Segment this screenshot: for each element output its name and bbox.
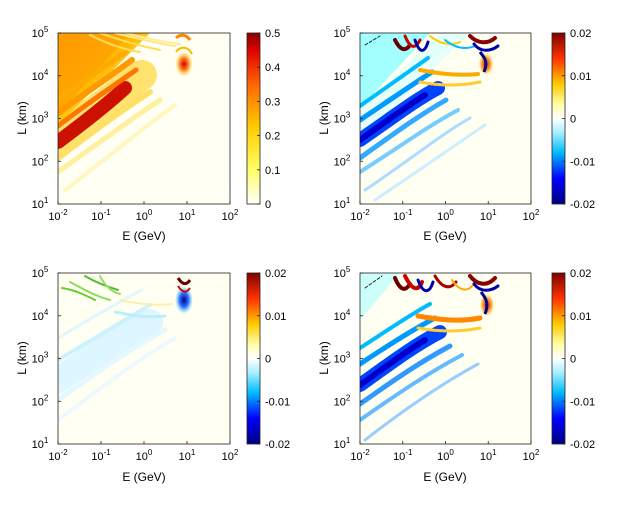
- x-axis-label: E (GeV): [423, 229, 466, 243]
- colorbar: 0.02 0.01 0 -0.01 -0.02: [246, 268, 290, 451]
- panel-bottom-right: 10-2 10-1 100 101 102 101 102 103 104 105 E (GeV…: [317, 265, 595, 484]
- colorbar-tick-label: 0.01: [570, 311, 591, 323]
- x-tick-label: 10-1: [393, 448, 413, 463]
- colorbar-tick-label: 0.5: [265, 28, 280, 40]
- y-ticks: 101 102 103 104 105: [334, 265, 363, 451]
- y-tick-label: 101: [334, 436, 351, 451]
- x-tick-label: 10-1: [91, 448, 111, 463]
- x-tick-label: 10-1: [393, 208, 413, 223]
- panel-top-left: 10-2 10-1 100 101 102 101 102 103 104 105 E (GeV…: [15, 25, 280, 243]
- colorbar-tick-label: 0: [570, 114, 576, 126]
- oscillation-bands: [360, 34, 500, 202]
- y-tick-label: 102: [32, 393, 49, 408]
- y-tick-label: 105: [32, 265, 49, 280]
- x-tick-label: 10-2: [48, 448, 68, 463]
- x-ticks: 10-2 10-1 100 101 102: [48, 201, 239, 223]
- y-tick-label: 104: [334, 308, 351, 323]
- y-tick-label: 104: [32, 68, 49, 83]
- colorbar-tick-label: 0.3: [265, 96, 280, 108]
- oscillation-bands: [360, 274, 500, 442]
- heatmap-image: [58, 275, 193, 422]
- oscillation-bands: [58, 275, 177, 422]
- y-tick-label: 105: [334, 265, 351, 280]
- y-tick-label: 104: [334, 68, 351, 83]
- x-axis-label: E (GeV): [122, 470, 165, 484]
- x-tick-label: 101: [179, 208, 196, 223]
- colorbar-tick-label: 0.02: [570, 28, 591, 40]
- colorbar-tick-label: 0.02: [570, 268, 591, 280]
- colorbar-tick-label: 0.1: [265, 165, 280, 177]
- colorbar-tick-label: 0.4: [265, 62, 280, 74]
- colorbar-gradient: [246, 32, 261, 205]
- x-tick-label: 10-1: [91, 208, 111, 223]
- y-tick-label: 101: [32, 196, 49, 211]
- x-tick-label: 100: [437, 208, 454, 223]
- colorbar: 0.5 0.4 0.3 0.2 0.1 0: [246, 28, 280, 211]
- x-tick-label: 102: [523, 208, 540, 223]
- resonance-spot: [175, 51, 193, 77]
- y-axis-label: L (km): [15, 341, 29, 375]
- heatmap-image: [360, 33, 500, 202]
- colorbar: 0.02 0.01 0 -0.01 -0.02: [551, 28, 595, 211]
- y-tick-label: 102: [32, 153, 49, 168]
- panel-top-right: 10-2 10-1 100 101 102 101 102 103 104 105 E (GeV…: [317, 25, 595, 243]
- colorbar-tick-label: -0.01: [570, 396, 595, 408]
- colorbar-tick-label: -0.02: [265, 439, 290, 451]
- panel-bottom-left: 10-2 10-1 100 101 102 101 102 103 104 105 E (GeV…: [15, 265, 290, 484]
- colorbar-tick-label: 0: [570, 354, 576, 366]
- x-axis-label: E (GeV): [122, 229, 165, 243]
- y-tick-label: 102: [334, 393, 351, 408]
- colorbar-tick-label: 0.01: [265, 311, 286, 323]
- x-ticks: 10-2 10-1 100 101 102: [48, 441, 239, 463]
- y-tick-label: 102: [334, 153, 351, 168]
- x-tick-label: 10-2: [48, 208, 68, 223]
- x-tick-label: 102: [222, 208, 239, 223]
- y-tick-label: 103: [32, 351, 49, 366]
- colorbar-tick-label: -0.01: [570, 156, 595, 168]
- y-ticks: 101 102 103 104 105: [32, 25, 61, 211]
- y-axis-label: L (km): [15, 101, 29, 135]
- colorbar-tick-label: -0.01: [265, 396, 290, 408]
- x-tick-label: 101: [179, 448, 196, 463]
- colorbar-tick-label: -0.02: [570, 439, 595, 451]
- x-ticks: 10-2 10-1 100 101 102: [350, 201, 540, 223]
- colorbar-tick-label: 0: [265, 199, 271, 211]
- y-axis-label: L (km): [317, 101, 331, 135]
- x-tick-label: 101: [480, 448, 497, 463]
- y-tick-label: 103: [334, 111, 351, 126]
- colorbar-tick-label: 0.02: [265, 268, 286, 280]
- y-ticks: 101 102 103 104 105: [334, 25, 363, 211]
- x-ticks: 10-2 10-1 100 101 102: [350, 441, 540, 463]
- y-tick-label: 103: [334, 351, 351, 366]
- x-tick-label: 101: [480, 208, 497, 223]
- heatmap-image: [360, 273, 500, 442]
- x-tick-label: 100: [136, 448, 153, 463]
- colorbar-tick-label: 0.01: [570, 71, 591, 83]
- colorbar-tick-label: 0: [265, 354, 271, 366]
- y-tick-label: 101: [32, 436, 49, 451]
- y-tick-label: 105: [334, 25, 351, 40]
- oscillation-bands: [58, 33, 181, 192]
- y-tick-label: 104: [32, 308, 49, 323]
- y-tick-label: 105: [32, 25, 49, 40]
- y-axis-label: L (km): [317, 341, 331, 375]
- x-tick-label: 102: [222, 448, 239, 463]
- x-tick-label: 10-2: [350, 208, 370, 223]
- y-tick-label: 101: [334, 196, 351, 211]
- y-tick-label: 103: [32, 111, 49, 126]
- heatmap-image: [58, 33, 193, 192]
- x-tick-label: 100: [437, 448, 454, 463]
- x-tick-label: 100: [136, 208, 153, 223]
- x-tick-label: 10-2: [350, 448, 370, 463]
- x-tick-label: 102: [523, 448, 540, 463]
- colorbar-tick-label: 0.2: [265, 131, 280, 143]
- y-ticks: 101 102 103 104 105: [32, 265, 61, 451]
- colorbar: 0.02 0.01 0 -0.01 -0.02: [551, 268, 595, 451]
- colorbar-tick-label: -0.02: [570, 199, 595, 211]
- x-axis-label: E (GeV): [423, 470, 466, 484]
